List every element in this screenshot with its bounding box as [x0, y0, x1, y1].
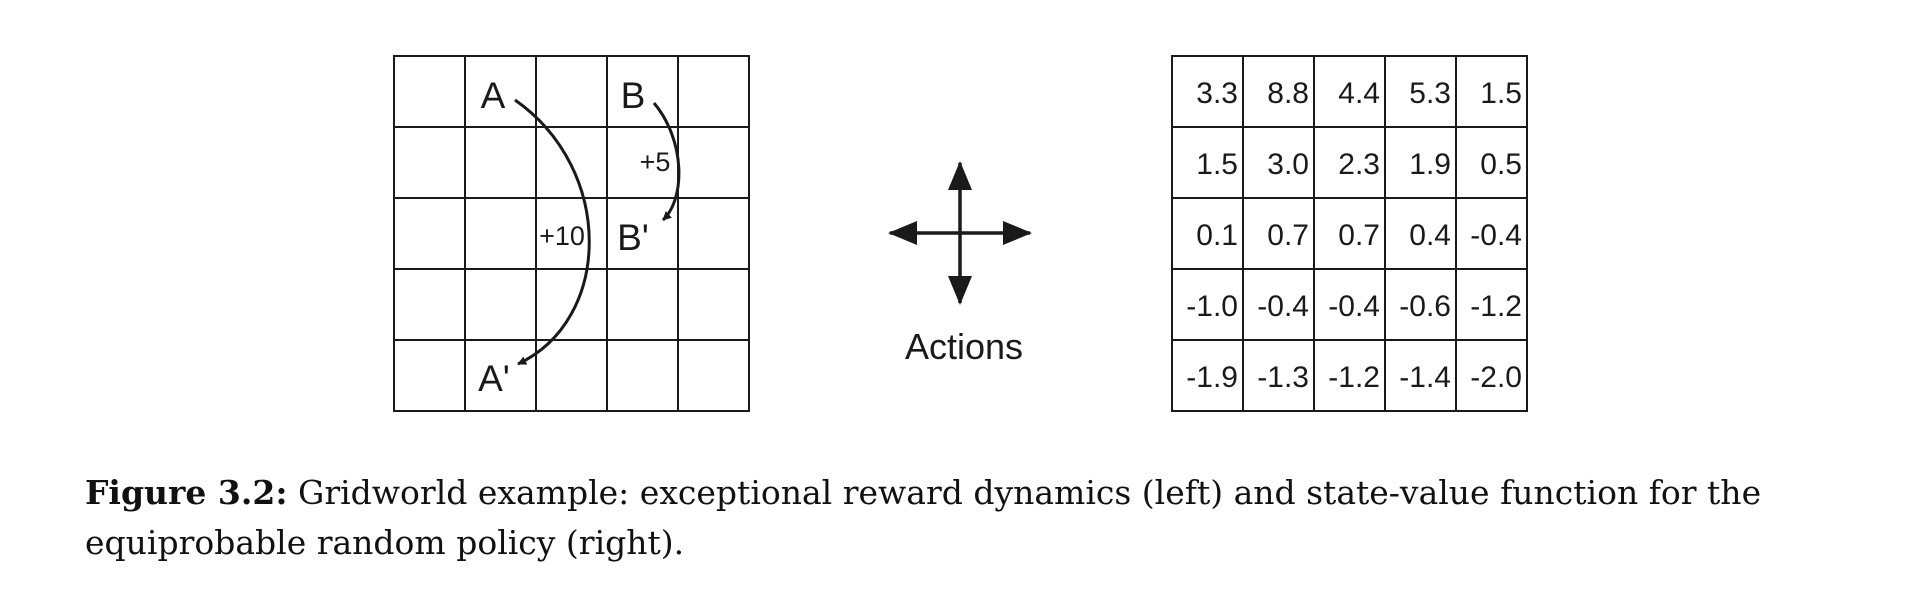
value-text-0-4: 1.5 [1480, 77, 1522, 110]
gridworld-cell-3-2 [535, 268, 608, 341]
action-arrowhead-down [948, 276, 972, 305]
value-cell-4-4 [1455, 339, 1528, 412]
caption-label: Figure 3.2: [85, 473, 288, 512]
gridworld-cell-1-4 [677, 126, 750, 199]
value-text-4-4: -2.0 [1470, 361, 1522, 394]
state-value-cells: 3.3 8.8 4.4 5.3 1.5 1.5 3.0 2.3 1.9 0.5 0.1 0.7 0.7 0… [1186, 77, 1522, 394]
caption-text: Gridworld example: exceptional reward dy… [85, 473, 1762, 562]
gridworld-cell-0-0 [393, 55, 466, 128]
gridworld-figure: A B B' A' +10 +5 Actions 3.3 8.8 4.4 5.3 1.5… [393, 55, 1528, 412]
value-text-1-3: 1.9 [1409, 148, 1451, 181]
value-text-4-2: -1.2 [1328, 361, 1380, 394]
actions-label: Actions [905, 326, 1023, 367]
gridworld-cell-2-1 [464, 197, 537, 270]
gridworld-cell-3-4 [677, 268, 750, 341]
gridworld-cell-1-2 [535, 126, 608, 199]
value-text-2-4: -0.4 [1470, 219, 1522, 252]
figure-caption: Figure 3.2: Gridworld example: exception… [85, 468, 1855, 568]
gridworld-cell-4-0 [393, 339, 466, 412]
reward-label-a: +10 [539, 221, 585, 251]
gridworld-cell-4-2 [535, 339, 608, 412]
value-text-4-1: -1.3 [1257, 361, 1309, 394]
state-value-grid [1171, 55, 1528, 412]
gridworld-cell-4-4 [677, 339, 750, 412]
value-text-2-0: 0.1 [1196, 219, 1238, 252]
gridworld-cell-0-2 [535, 55, 608, 128]
gridworld-cell-2-0 [393, 197, 466, 270]
value-text-2-2: 0.7 [1338, 219, 1380, 252]
actions-cross-icon [888, 161, 1032, 305]
value-text-1-0: 1.5 [1196, 148, 1238, 181]
jump-arrow-b-to-b-prime [652, 102, 681, 222]
action-arrowhead-left [888, 221, 917, 245]
action-arrowhead-right [1003, 221, 1032, 245]
value-text-0-3: 5.3 [1409, 77, 1451, 110]
state-label-a-prime: A' [478, 358, 510, 399]
value-text-1-2: 2.3 [1338, 148, 1380, 181]
value-text-2-3: 0.4 [1409, 219, 1451, 252]
gridworld-cell-4-3 [606, 339, 679, 412]
value-text-3-0: -1.0 [1186, 290, 1238, 323]
state-label-a: A [481, 75, 506, 116]
gridworld-cell-1-0 [393, 126, 466, 199]
gridworld-cell-3-0 [393, 268, 466, 341]
value-text-4-0: -1.9 [1186, 361, 1238, 394]
state-labels: A B B' A' [478, 75, 649, 399]
value-text-3-3: -0.6 [1399, 290, 1451, 323]
value-text-1-1: 3.0 [1267, 148, 1309, 181]
gridworld-cell-2-4 [677, 197, 750, 270]
value-text-3-1: -0.4 [1257, 290, 1309, 323]
value-text-0-1: 8.8 [1267, 77, 1309, 110]
jump-arrow-a-to-a-prime [514, 98, 591, 366]
gridworld-cell-3-3 [606, 268, 679, 341]
state-label-b: B [621, 75, 646, 116]
reward-label-b: +5 [640, 147, 671, 177]
value-text-3-2: -0.4 [1328, 290, 1380, 323]
value-text-4-3: -1.4 [1399, 361, 1451, 394]
value-text-0-2: 4.4 [1338, 77, 1380, 110]
value-text-2-1: 0.7 [1267, 219, 1309, 252]
gridworld-cell-3-1 [464, 268, 537, 341]
value-text-1-4: 0.5 [1480, 148, 1522, 181]
gridworld-cell-1-1 [464, 126, 537, 199]
value-text-3-4: -1.2 [1470, 290, 1522, 323]
state-label-b-prime: B' [617, 217, 649, 258]
action-arrowhead-up [948, 161, 972, 190]
gridworld-cell-0-4 [677, 55, 750, 128]
value-text-0-0: 3.3 [1196, 77, 1238, 110]
